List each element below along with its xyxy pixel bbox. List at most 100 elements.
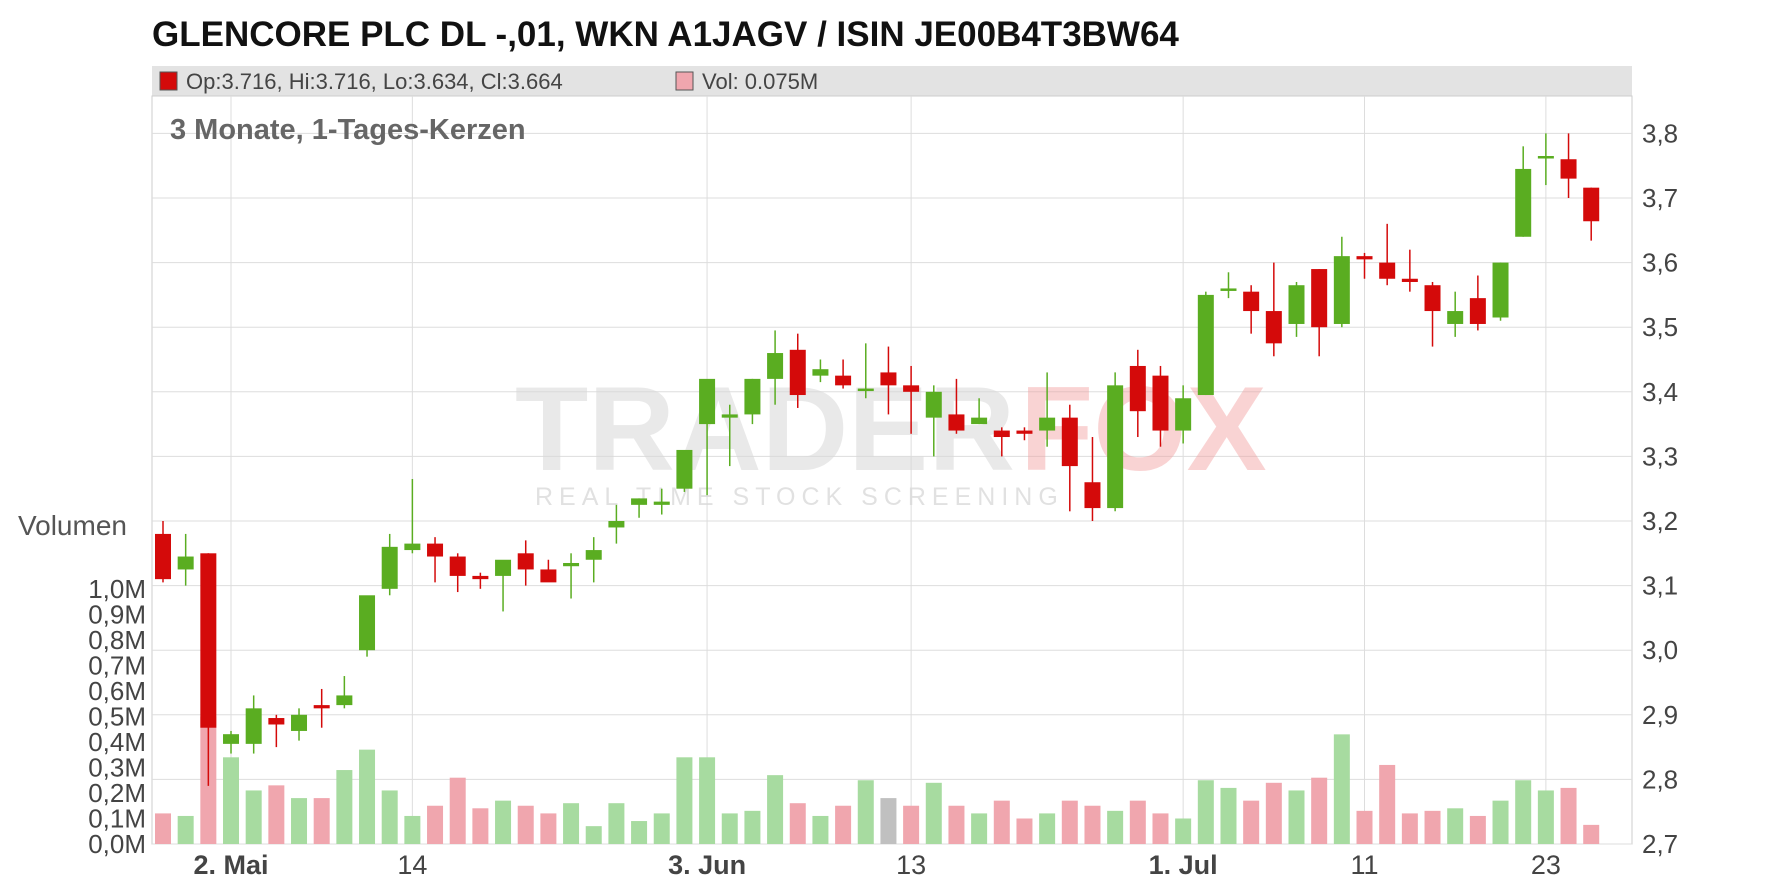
- price-tick-label: 2,7: [1642, 829, 1678, 859]
- volume-bar: [495, 800, 512, 844]
- candle-body: [1333, 256, 1350, 324]
- volume-bar: [631, 821, 648, 844]
- candle-body: [1107, 385, 1124, 509]
- date-tick-label: 13: [896, 850, 926, 880]
- candle-body: [948, 414, 965, 431]
- volume-bar: [1288, 790, 1305, 844]
- volume-bar: [767, 775, 784, 844]
- volume-bar: [925, 782, 942, 844]
- candle-body: [1016, 430, 1033, 434]
- candle-body: [1492, 262, 1509, 318]
- candle-body: [993, 430, 1010, 438]
- candle-body: [676, 449, 693, 489]
- candle-body: [200, 553, 217, 728]
- candles: [155, 133, 1600, 786]
- volume-axis-title: Volumen: [18, 510, 127, 541]
- candle-body: [1220, 288, 1237, 291]
- volume-bar: [1515, 780, 1532, 844]
- candle-body: [1515, 168, 1532, 237]
- volume-bar: [880, 798, 897, 844]
- price-tick-label: 2,9: [1642, 700, 1678, 730]
- candle-body: [721, 414, 738, 418]
- candle-body: [1424, 285, 1441, 312]
- volume-bar: [427, 805, 444, 844]
- date-tick-label: 14: [397, 850, 427, 880]
- date-tick-label: 2. Mai: [193, 850, 268, 880]
- volume-bar: [359, 749, 376, 844]
- grid-lines: [152, 96, 1632, 845]
- plot-area: [151, 95, 1633, 845]
- volume-tick-label: 0,2M: [88, 778, 146, 808]
- volume-bar: [1492, 800, 1509, 844]
- volume-tick-label: 1,0M: [88, 574, 146, 604]
- volume-bar: [903, 805, 920, 844]
- candle-body: [1197, 294, 1214, 396]
- price-tick-label: 3,0: [1642, 635, 1678, 665]
- volume-bar: [336, 770, 353, 844]
- volume-bar: [1401, 813, 1418, 844]
- date-tick-label: 1. Jul: [1149, 850, 1218, 880]
- volume-bar: [1129, 800, 1146, 844]
- candle-body: [925, 391, 942, 418]
- candle-body: [563, 562, 580, 567]
- candle-body: [699, 378, 716, 425]
- volume-bar: [291, 798, 308, 844]
- candle-body: [449, 556, 466, 576]
- volume-bar: [1197, 780, 1214, 844]
- volume-bar: [223, 757, 240, 844]
- chart-subtitle: 3 Monate, 1-Tages-Kerzen: [170, 114, 526, 146]
- volume-bar: [1311, 777, 1328, 844]
- volume-bar: [472, 808, 489, 844]
- chart-title: GLENCORE PLC DL -,01, WKN A1JAGV / ISIN …: [152, 15, 1179, 54]
- ohlc-readout: Op:3.716, Hi:3.716, Lo:3.634, Cl:3.664: [186, 69, 563, 94]
- price-tick-label: 2,8: [1642, 764, 1678, 794]
- volume-bar: [1061, 800, 1078, 844]
- candle-body: [585, 550, 602, 560]
- date-tick-label: 23: [1531, 850, 1561, 880]
- volume-bar: [517, 805, 534, 844]
- candle-body: [1152, 375, 1169, 431]
- candle-body: [653, 501, 670, 505]
- volume-bar: [404, 815, 421, 844]
- candle-body: [631, 498, 648, 505]
- candle-body: [971, 417, 988, 425]
- date-tick-label: 11: [1350, 850, 1378, 880]
- price-axis: 2,7 2,8 2,9 3,0 3,1 3,2 3,3 3,4 3,5 3,6 3,7 3,8: [1642, 118, 1678, 859]
- volume-bar: [155, 813, 171, 844]
- candle-body: [903, 385, 920, 392]
- volume-tick-label: 0,6M: [88, 676, 146, 706]
- candle-body: [767, 353, 784, 379]
- volume-tick-label: 0,3M: [88, 753, 146, 783]
- volume-bar: [971, 813, 988, 844]
- candle-body: [1288, 285, 1305, 324]
- candle-body: [381, 546, 398, 589]
- candle-body: [1175, 398, 1192, 431]
- volume-bar: [1379, 764, 1396, 844]
- volume-readout: Vol: 0.075M: [702, 69, 818, 94]
- price-tick-label: 3,5: [1642, 312, 1678, 342]
- candle-body: [427, 543, 444, 557]
- price-tick-label: 3,3: [1642, 441, 1678, 471]
- candle-body: [1265, 311, 1282, 344]
- candle-body: [1583, 187, 1600, 222]
- volume-bar: [835, 805, 852, 844]
- volume-tick-label: 0,8M: [88, 625, 146, 655]
- candle-body: [1379, 262, 1396, 279]
- volume-bar: [563, 803, 580, 844]
- volume-bar: [268, 785, 285, 844]
- volume-bar: [1356, 810, 1373, 844]
- candle-body: [1469, 298, 1486, 324]
- volume-bar: [1560, 787, 1577, 844]
- candle-body: [835, 375, 852, 386]
- price-legend-swatch: [159, 71, 178, 91]
- price-tick-label: 3,8: [1642, 118, 1678, 148]
- volume-axis: Volumen 0,0M0,1M0,2M0,3M0,4M0,5M0,6M0,7M…: [18, 510, 146, 859]
- candle-body: [812, 369, 829, 376]
- candle-body: [1084, 482, 1101, 509]
- volume-bar: [1265, 782, 1282, 844]
- candle-body: [1537, 156, 1554, 159]
- candle-body: [1039, 417, 1056, 431]
- volume-bar: [381, 790, 398, 844]
- volume-bar: [1220, 787, 1237, 844]
